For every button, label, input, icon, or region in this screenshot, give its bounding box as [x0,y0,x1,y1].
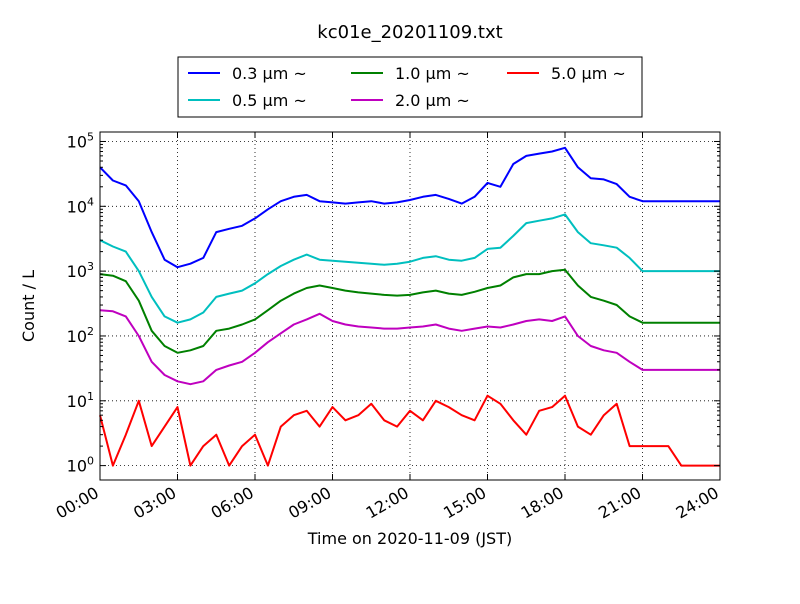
legend-label: 0.5 μm ~ [232,91,307,110]
legend-label: 5.0 μm ~ [551,64,626,83]
series-line-4 [99,309,720,386]
legend-label: 0.3 μm ~ [232,64,307,83]
x-axis-label: Time on 2020-11-09 (JST) [307,529,512,548]
series-line-1 [99,146,720,269]
chart-title: kc01e_20201109.txt [317,22,502,43]
grid [100,132,720,480]
legend-label: 1.0 μm ~ [395,64,470,83]
legend-label: 2.0 μm ~ [395,91,470,110]
series-layer [99,146,720,467]
series-line-5 [99,394,720,467]
series-line-3 [99,268,720,354]
legend-box [177,56,643,118]
legend: 0.3 μm ~ 1.0 μm ~ 5.0 μm ~ 0.5 μm ~ 2.0 μm ~ [177,56,643,118]
y-axis-label: Count / L [19,270,38,342]
series-line-2 [99,213,720,324]
